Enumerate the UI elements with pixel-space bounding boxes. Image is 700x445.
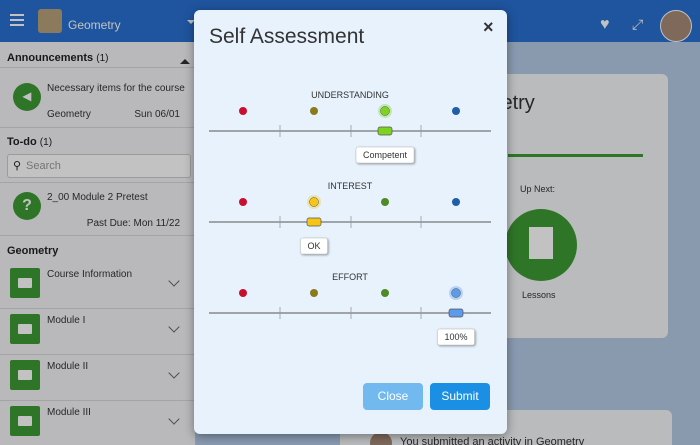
level-dot[interactable] — [381, 198, 389, 206]
level-dot[interactable] — [380, 106, 390, 116]
slider-label: UNDERSTANDING — [311, 90, 389, 100]
modal-title: Self Assessment — [209, 25, 365, 48]
folder-icon — [10, 406, 40, 436]
separator — [0, 354, 195, 355]
value-tooltip — [300, 237, 328, 255]
level-dot[interactable] — [239, 289, 247, 297]
folder-icon — [10, 360, 40, 390]
menu-icon[interactable] — [10, 14, 24, 16]
up-next-label: Up Next: — [520, 184, 556, 194]
folder-icon — [10, 268, 40, 298]
submit-button[interactable]: Submit — [430, 383, 490, 410]
expand-icon[interactable]: ⤢ — [632, 16, 644, 32]
count: (1) — [39, 137, 53, 148]
module-name[interactable]: Module II — [47, 361, 89, 372]
label: Announcements — [7, 52, 94, 64]
activity-text: You submitted an activity in Geometry — [400, 436, 585, 445]
avatar — [370, 432, 392, 445]
level-dot[interactable] — [239, 107, 247, 115]
search-icon: ⚲ — [13, 160, 22, 172]
level-dot[interactable] — [381, 289, 389, 297]
value-tooltip — [355, 146, 415, 164]
course-icon — [38, 9, 62, 33]
search-placeholder: Search — [26, 160, 61, 172]
slider-handle[interactable] — [306, 217, 322, 227]
section-title: Geometry — [7, 245, 59, 257]
todo-due: Past Due: Mon 11/22 — [86, 218, 180, 229]
avatar[interactable] — [660, 10, 692, 42]
collapse-icon[interactable] — [180, 54, 190, 64]
section-title: Announcements (1) — [7, 52, 108, 64]
slider-label: INTEREST — [328, 181, 373, 191]
close-icon[interactable]: × — [483, 17, 494, 37]
announcement-date: Sun 06/01 — [134, 109, 180, 120]
separator — [0, 400, 195, 401]
sidebar: Announcements (1) ◂ Necessary items for … — [0, 42, 196, 445]
slider-handle[interactable] — [448, 308, 464, 318]
module-name[interactable]: Module III — [47, 407, 91, 418]
announcement-icon: ◂ — [13, 83, 41, 111]
todo-text[interactable]: 2_00 Module 2 Pretest — [47, 192, 148, 203]
label: To-do — [7, 136, 37, 148]
level-dot[interactable] — [452, 198, 460, 206]
separator — [0, 67, 195, 68]
level-dot[interactable] — [310, 289, 318, 297]
slider-label: EFFORT — [332, 272, 368, 282]
search-box[interactable]: ⚲ Search — [7, 154, 191, 178]
separator — [0, 235, 195, 236]
heart-icon[interactable]: ♥ — [600, 16, 610, 33]
progress-bar — [508, 154, 643, 157]
announcement-course: Geometry — [47, 109, 91, 120]
level-dot[interactable] — [452, 107, 460, 115]
module-name[interactable]: Course Information — [47, 269, 133, 280]
value-tooltip — [437, 328, 475, 346]
value-label: OK — [307, 241, 320, 251]
level-dot[interactable] — [309, 197, 319, 207]
separator — [0, 127, 195, 128]
level-dot[interactable] — [310, 107, 318, 115]
count: (1) — [96, 53, 109, 64]
level-dot[interactable] — [451, 288, 461, 298]
document-icon — [529, 227, 553, 259]
section-title: To-do (1) — [7, 136, 52, 148]
value-label: Competent — [363, 150, 408, 160]
separator — [0, 182, 195, 183]
lesson-icon[interactable] — [505, 209, 577, 281]
close-button[interactable]: Close — [363, 383, 423, 410]
next-item[interactable]: Lessons — [522, 290, 556, 300]
folder-icon — [10, 314, 40, 344]
level-dot[interactable] — [239, 198, 247, 206]
separator — [0, 308, 195, 309]
course-name[interactable]: Geometry — [68, 18, 121, 32]
todo-icon: ? — [13, 192, 41, 220]
value-label: 100% — [444, 332, 467, 342]
announcement-text[interactable]: Necessary items for the course — [47, 83, 185, 94]
dropdown-arrow[interactable] — [187, 20, 195, 28]
slider-handle[interactable] — [377, 126, 393, 136]
sliders: UNDERSTANDING Competent INTEREST OK EFFORT 10… — [209, 90, 491, 346]
self-assessment-modal: Self Assessment × UNDERSTANDING Competent… — [194, 10, 507, 434]
module-name[interactable]: Module I — [47, 315, 86, 326]
